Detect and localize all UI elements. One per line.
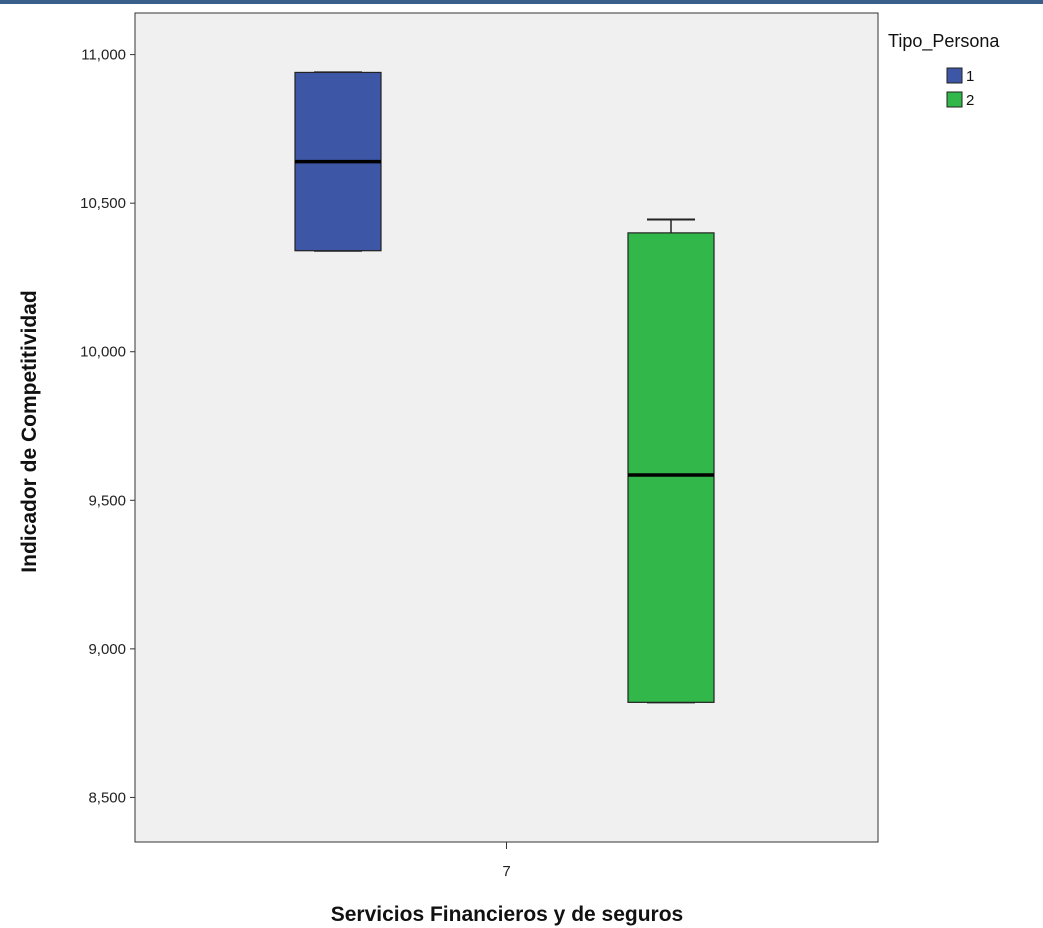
legend-label-2: 2 xyxy=(966,92,974,109)
legend-label-1: 1 xyxy=(966,68,974,85)
plot-area xyxy=(134,12,879,843)
x-axis: 7 xyxy=(502,842,511,880)
top-border-strip xyxy=(0,0,1043,4)
box-iqr xyxy=(627,232,715,703)
y-tick-label: 10,000 xyxy=(80,344,126,361)
y-tick-label: 8,500 xyxy=(88,789,126,806)
y-tick-label: 11,000 xyxy=(81,47,126,64)
box-series xyxy=(294,71,715,704)
y-tick-label: 10,500 xyxy=(80,195,126,212)
y-axis: 8,500 9,000 9,500 10,000 10,500 11,000 xyxy=(80,47,135,806)
y-tick-label: 9,000 xyxy=(88,641,126,658)
y-axis-title: Indicador de Competitividad xyxy=(18,290,41,572)
legend: Tipo_Persona 1 2 xyxy=(888,31,1000,109)
y-tick-label: 9,500 xyxy=(88,492,126,509)
legend-title: Tipo_Persona xyxy=(888,31,1000,52)
box-series-1 xyxy=(294,71,382,252)
legend-swatch-2 xyxy=(946,91,963,108)
box-series-2 xyxy=(627,218,715,704)
legend-swatch-1 xyxy=(946,67,963,84)
x-tick-label: 7 xyxy=(502,863,510,880)
x-axis-title: Servicios Financieros y de seguros xyxy=(331,903,683,926)
